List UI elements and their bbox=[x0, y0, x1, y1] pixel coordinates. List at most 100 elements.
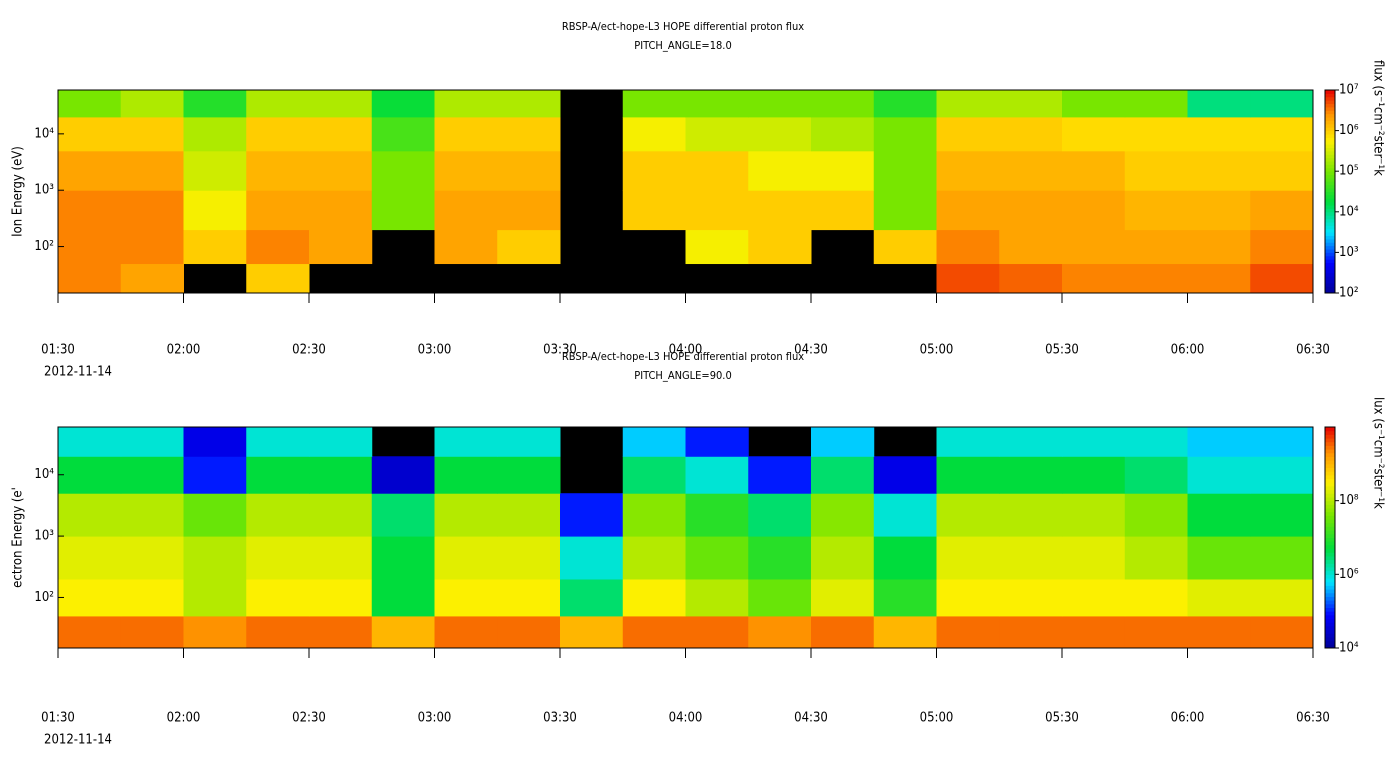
colorbar-segment bbox=[1325, 600, 1335, 604]
spectrogram-cell bbox=[1250, 536, 1313, 579]
x-tick-label: 01:30 bbox=[41, 343, 75, 358]
spectrogram-cell bbox=[246, 616, 309, 649]
spectrogram-cell bbox=[497, 151, 560, 191]
spectrogram-cell bbox=[246, 230, 309, 264]
colorbar-segment bbox=[1325, 141, 1335, 145]
colorbar-segment bbox=[1325, 164, 1335, 168]
colorbar-segment bbox=[1325, 530, 1335, 534]
colorbar-segment bbox=[1325, 460, 1335, 464]
spectrogram-cell bbox=[1188, 536, 1251, 579]
colorbar-segment bbox=[1325, 188, 1335, 192]
spectrogram-cell bbox=[1125, 536, 1188, 579]
x-tick-label: 06:00 bbox=[1171, 711, 1205, 726]
spectrogram-cell bbox=[121, 536, 184, 579]
spectrogram-cell bbox=[184, 230, 247, 264]
spectrogram-cell bbox=[686, 230, 749, 264]
colorbar-segment bbox=[1325, 611, 1335, 615]
x-tick-label: 05:30 bbox=[1045, 711, 1079, 726]
colorbar-segment bbox=[1325, 97, 1335, 101]
spectrogram-cell bbox=[874, 493, 937, 536]
colorbar-segment bbox=[1325, 582, 1335, 586]
chart-subtitle: PITCH_ANGLE=18.0 bbox=[634, 39, 732, 52]
spectrogram-cell bbox=[1062, 616, 1125, 649]
spectrogram-cell bbox=[121, 90, 184, 117]
spectrogram-cell bbox=[58, 230, 121, 264]
spectrogram-cell bbox=[309, 117, 372, 151]
spectrogram-cell bbox=[623, 151, 686, 191]
spectrogram-cell bbox=[372, 151, 435, 191]
colorbar-tick-label: 10⁵ bbox=[1339, 164, 1359, 179]
colorbar-segment bbox=[1325, 475, 1335, 479]
spectrogram-cell bbox=[1188, 90, 1251, 117]
spectrogram-cell bbox=[372, 616, 435, 649]
spectrogram-cell bbox=[58, 616, 121, 649]
spectrogram-cell bbox=[58, 190, 121, 230]
colorbar-segment bbox=[1325, 154, 1335, 158]
colorbar-segment bbox=[1325, 151, 1335, 155]
chart-title: RBSP-A/ect-hope-L3 HOPE differential pro… bbox=[562, 350, 804, 363]
spectrogram-cell bbox=[1125, 616, 1188, 649]
colorbar-segment bbox=[1325, 633, 1335, 637]
spectrogram-cell bbox=[1062, 117, 1125, 151]
spectrogram-cell bbox=[623, 536, 686, 579]
x-tick-label: 06:30 bbox=[1296, 711, 1330, 726]
spectrogram-cell bbox=[309, 493, 372, 536]
colorbar-segment bbox=[1325, 134, 1335, 138]
spectrogram-cell bbox=[937, 90, 1000, 117]
spectrogram-cell bbox=[184, 117, 247, 151]
colorbar-segment bbox=[1325, 256, 1335, 260]
spectrogram-cell bbox=[874, 579, 937, 616]
y-tick-label: 10³ bbox=[34, 529, 54, 544]
spectrogram-cell bbox=[435, 616, 498, 649]
spectrogram-cell bbox=[560, 579, 623, 616]
spectrogram-cell bbox=[435, 579, 498, 616]
colorbar-segment bbox=[1325, 90, 1335, 94]
spectrogram-cell bbox=[811, 579, 874, 616]
colorbar-segment bbox=[1325, 276, 1335, 280]
colorbar-segment bbox=[1325, 117, 1335, 121]
spectrogram-cell bbox=[1062, 230, 1125, 264]
colorbar-segment bbox=[1325, 137, 1335, 141]
spectrogram-cell bbox=[435, 190, 498, 230]
colorbar-segment bbox=[1325, 434, 1335, 438]
spectrogram-cell bbox=[435, 427, 498, 457]
spectrogram-cell bbox=[623, 90, 686, 117]
colorbar-segment bbox=[1325, 578, 1335, 582]
spectrogram-cell bbox=[748, 117, 811, 151]
colorbar-tick-label: 10⁶ bbox=[1339, 123, 1359, 138]
spectrogram-cell bbox=[999, 456, 1062, 493]
spectrogram-cell bbox=[811, 117, 874, 151]
spectrogram-cell bbox=[811, 616, 874, 649]
x-tick-label: 03:00 bbox=[418, 343, 452, 358]
spectrogram-cell bbox=[497, 230, 560, 264]
x-tick-label: 02:30 bbox=[292, 343, 326, 358]
spectrogram-cell bbox=[58, 90, 121, 117]
spectrogram-cell bbox=[184, 579, 247, 616]
spectrogram-cell bbox=[811, 151, 874, 191]
colorbar-segment bbox=[1325, 181, 1335, 185]
spectrogram-cell bbox=[1250, 117, 1313, 151]
spectrogram-cell bbox=[1125, 90, 1188, 117]
colorbar-segment bbox=[1325, 124, 1335, 128]
spectrogram-cell bbox=[121, 230, 184, 264]
spectrogram-cell bbox=[686, 579, 749, 616]
colorbar-segment bbox=[1325, 259, 1335, 263]
spectrogram-cell bbox=[246, 117, 309, 151]
spectrogram-cell bbox=[309, 427, 372, 457]
spectrogram-cell bbox=[623, 493, 686, 536]
colorbar-segment bbox=[1325, 453, 1335, 457]
colorbar-segment bbox=[1325, 515, 1335, 519]
spectrogram-cell bbox=[497, 190, 560, 230]
spectrogram-cell bbox=[937, 616, 1000, 649]
colorbar-label: flux (s⁻¹cm⁻²ster⁻¹k bbox=[1371, 60, 1386, 176]
colorbar-tick-label: 10⁴ bbox=[1339, 204, 1359, 219]
colorbar-segment bbox=[1325, 442, 1335, 446]
spectrogram-cell bbox=[748, 151, 811, 191]
spectrogram-cell bbox=[121, 579, 184, 616]
spectrogram-cell bbox=[1125, 456, 1188, 493]
spectrogram-cell bbox=[937, 536, 1000, 579]
spectrogram-cell bbox=[811, 90, 874, 117]
colorbar-segment bbox=[1325, 168, 1335, 172]
spectrogram-cell bbox=[1188, 427, 1251, 457]
colorbar-segment bbox=[1325, 427, 1335, 431]
